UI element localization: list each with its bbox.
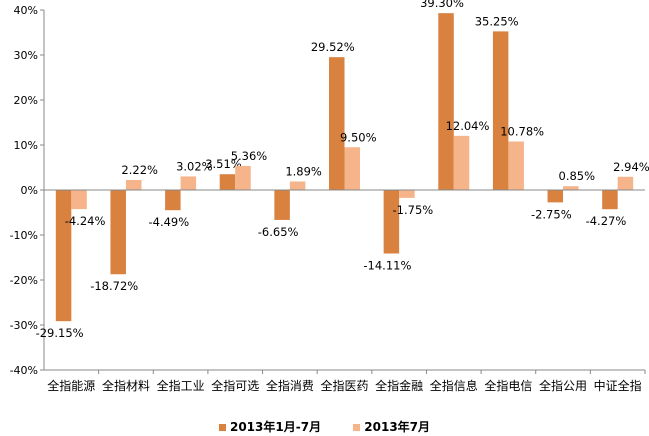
bar-july	[453, 135, 470, 190]
bar-ytd	[219, 174, 236, 190]
bar-july	[399, 190, 415, 198]
y-tick-label: -20%	[10, 274, 38, 287]
legend-item-ytd: 2013年1月-7月	[218, 420, 322, 434]
data-label: -18.72%	[90, 279, 138, 293]
bar-july	[235, 165, 251, 190]
bar-ytd	[329, 57, 345, 190]
bar-july	[563, 186, 579, 190]
y-tick-label: -40%	[10, 364, 38, 377]
legend-label-july: 2013年7月	[364, 420, 431, 434]
y-tick-label: 40%	[14, 4, 38, 17]
legend-swatch-ytd	[218, 424, 226, 431]
bar-ytd	[602, 190, 618, 210]
legend: 2013年1月-7月 2013年7月	[0, 418, 649, 435]
x-tick-label: 全指信息	[430, 378, 478, 393]
bar-july	[180, 176, 197, 190]
bar-ytd	[110, 190, 126, 275]
data-label: 3.02%	[176, 159, 213, 173]
legend-item-july: 2013年7月	[353, 420, 430, 434]
bar-july	[71, 190, 87, 210]
x-tick-label: 全指能源	[47, 378, 95, 393]
data-label: -2.75%	[531, 207, 572, 221]
bar-ytd	[383, 190, 400, 254]
data-label: 39.30%	[420, 0, 464, 10]
data-label: -6.65%	[258, 225, 299, 239]
data-label: 3.51%	[205, 157, 242, 171]
y-tick-label: 10%	[14, 139, 38, 152]
data-label: -4.27%	[586, 214, 627, 228]
y-tick-label: 30%	[14, 49, 38, 62]
x-tick-label: 全指可选	[211, 378, 259, 393]
bar-july	[508, 141, 524, 190]
x-tick-label: 中证全指	[594, 378, 642, 393]
x-tick-label: 全指消费	[266, 378, 314, 393]
data-label: 9.50%	[340, 130, 377, 144]
data-label: 2.94%	[613, 160, 649, 174]
bar-july	[344, 147, 360, 190]
data-label: -4.24%	[65, 214, 106, 228]
x-tick-label: 全指公用	[539, 378, 587, 393]
data-label: 1.89%	[285, 164, 322, 178]
legend-swatch-july	[353, 424, 361, 431]
data-label: 2.22%	[121, 163, 158, 177]
y-tick-label: 20%	[14, 94, 38, 107]
data-label: 35.25%	[475, 14, 519, 28]
y-tick-label: 0%	[21, 184, 38, 197]
bar-chart: 40% 30% 20% 10% 0% -10% -20% -30% -40% 全指能源 -29.15…	[10, 0, 649, 393]
data-label: 10.78%	[500, 124, 544, 138]
data-label: 0.85%	[559, 169, 596, 183]
bar-ytd	[492, 31, 509, 190]
data-label: 5.36%	[231, 149, 268, 163]
data-label: -14.11%	[363, 258, 411, 272]
bar-july	[125, 180, 142, 190]
data-label: 29.52%	[311, 40, 355, 54]
x-tick-label: 全指电信	[484, 378, 532, 393]
bar-ytd	[547, 190, 564, 203]
bar-ytd	[438, 13, 454, 191]
x-tick-label: 全指医药	[320, 378, 368, 393]
y-tick-label: -30%	[10, 319, 38, 332]
bar-july	[617, 176, 634, 190]
bar-ytd	[165, 190, 181, 211]
data-label: -29.15%	[36, 326, 84, 340]
bar-ytd	[55, 190, 72, 322]
y-tick-label: -10%	[10, 229, 38, 242]
bar-july	[289, 181, 306, 190]
legend-label-ytd: 2013年1月-7月	[229, 420, 322, 434]
x-tick-label: 全指工业	[157, 378, 205, 393]
data-label: -4.49%	[148, 215, 189, 229]
x-tick-label: 全指材料	[102, 378, 150, 393]
data-label: -1.75%	[393, 203, 434, 217]
bar-ytd	[274, 190, 290, 220]
data-label: 12.04%	[446, 119, 490, 133]
x-tick-label: 全指金融	[375, 378, 423, 393]
